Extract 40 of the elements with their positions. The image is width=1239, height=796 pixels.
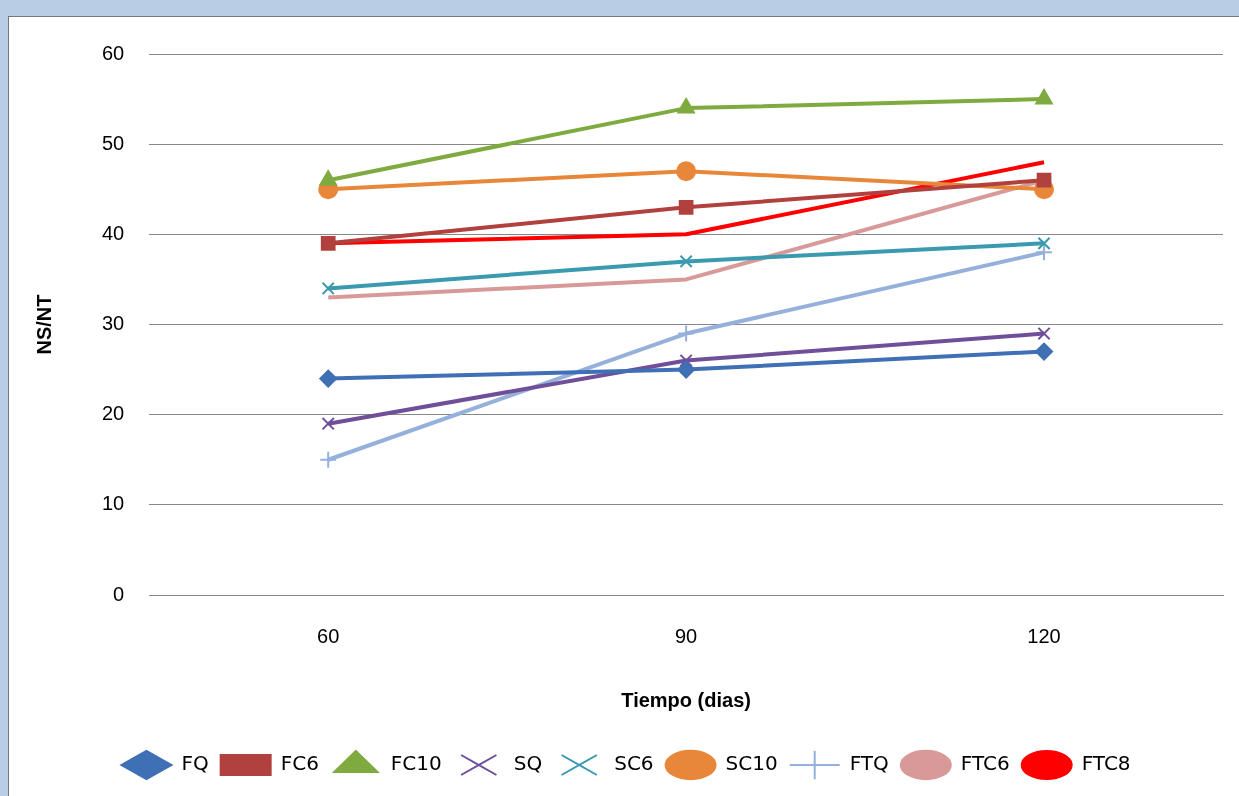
point [321, 281, 335, 296]
y-tick-label: 60 [102, 41, 125, 64]
legend-label: FTQ [849, 751, 889, 776]
legend-label: SQ [513, 751, 543, 776]
x-tick-label: 120 [1027, 624, 1061, 647]
point [1035, 243, 1054, 262]
point [321, 417, 335, 431]
x-tick-label: 90 [675, 624, 698, 647]
point [1035, 342, 1054, 361]
legend-label: FC6 [280, 751, 319, 776]
legend-label: FTC6 [960, 751, 1010, 776]
point [676, 161, 697, 182]
legend-label: FTC8 [1081, 751, 1131, 776]
y-tick-label: 10 [102, 492, 125, 515]
point [678, 199, 694, 215]
y-tick-label: 30 [102, 312, 125, 335]
legend-label: SC10 [725, 751, 778, 776]
point [1037, 326, 1051, 341]
point [677, 324, 696, 343]
point [1035, 89, 1053, 105]
point [319, 369, 338, 388]
legend-label: SC6 [614, 751, 654, 776]
y-tick-label: 0 [113, 582, 125, 605]
point [319, 170, 337, 186]
y-axis-title: NS/NT [32, 294, 55, 355]
point [1036, 172, 1052, 188]
point [1037, 236, 1051, 251]
y-tick-label: 50 [102, 131, 125, 154]
legend-label: FQ [181, 751, 209, 776]
point [679, 353, 693, 368]
y-tick-label: 40 [102, 221, 125, 244]
point [320, 235, 336, 251]
point [679, 254, 693, 269]
legend-label: FC10 [390, 751, 442, 776]
point [677, 360, 696, 379]
x-axis-title: Tiempo (dias) [621, 688, 751, 711]
y-tick-label: 20 [102, 402, 125, 425]
point [319, 450, 338, 469]
x-tick-label: 60 [317, 624, 340, 647]
point [677, 98, 695, 114]
